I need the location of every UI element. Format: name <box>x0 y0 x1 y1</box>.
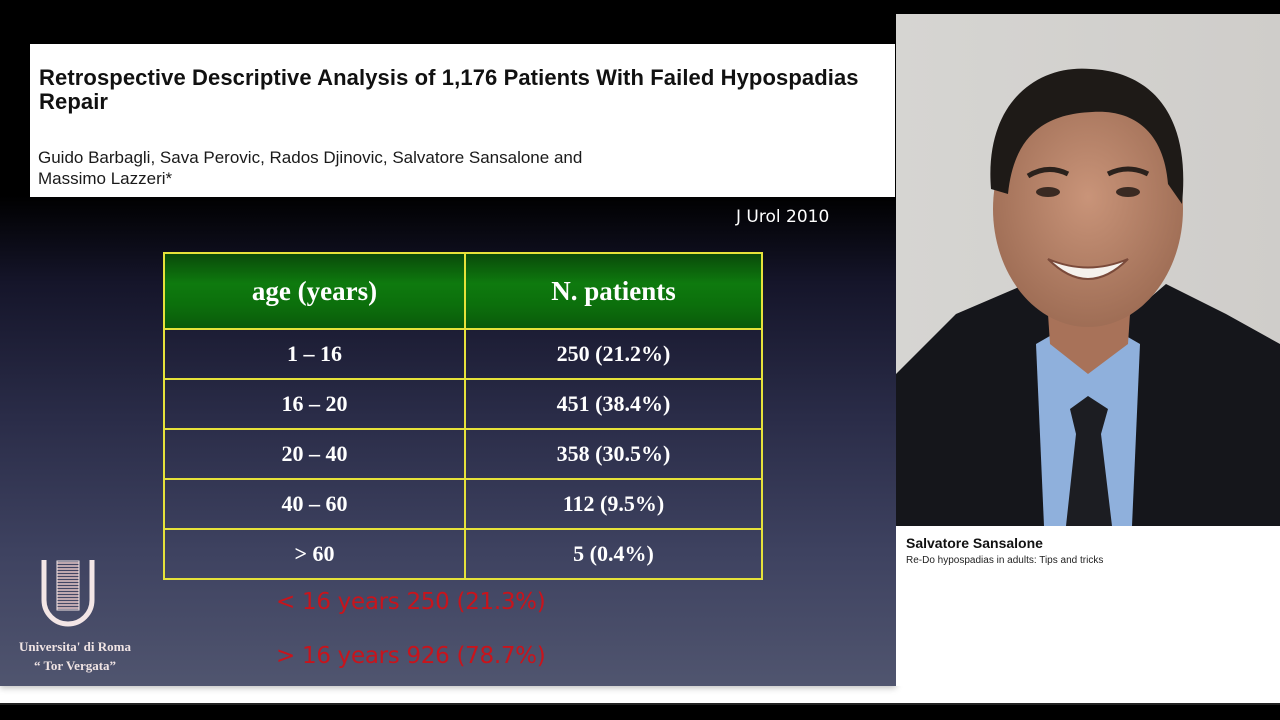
column-header-age: age (years) <box>163 252 466 330</box>
university-name-line-2: “ Tor Vergata” <box>33 658 117 673</box>
age-cell: 16 – 20 <box>163 378 466 430</box>
table-row: 1 – 16 250 (21.2%) <box>163 328 763 380</box>
table-row: 40 – 60 112 (9.5%) <box>163 478 763 530</box>
table-row: > 60 5 (0.4%) <box>163 528 763 580</box>
university-logo: Universita' di Roma “ Tor Vergata” <box>14 558 136 678</box>
paper-title: Retrospective Descriptive Analysis of 1,… <box>39 65 859 114</box>
age-cell: 40 – 60 <box>163 478 466 530</box>
university-name: Universita' di Roma “ Tor Vergata” <box>14 637 136 675</box>
authors-line-2: Massimo Lazzeri* <box>38 169 173 188</box>
presentation-slide: Retrospective Descriptive Analysis of 1,… <box>0 14 896 686</box>
patients-cell: 451 (38.4%) <box>464 378 763 430</box>
summary-note-under-16: < 16 years 250 (21.3%) <box>276 589 546 615</box>
patients-cell: 250 (21.2%) <box>464 328 763 380</box>
patients-cell: 358 (30.5%) <box>464 428 763 480</box>
age-cell: > 60 <box>163 528 466 580</box>
summary-note-over-16: > 16 years 926 (78.7%) <box>276 643 546 669</box>
column-header-patients: N. patients <box>464 252 763 330</box>
age-cell: 20 – 40 <box>163 428 466 480</box>
patients-cell: 112 (9.5%) <box>464 478 763 530</box>
table-row: 20 – 40 358 (30.5%) <box>163 428 763 480</box>
bottom-letterbox-bar <box>0 703 1280 720</box>
university-name-line-1: Universita' di Roma <box>19 639 131 654</box>
top-letterbox-bar <box>0 0 1280 14</box>
paper-authors: Guido Barbagli, Sava Perovic, Rados Djin… <box>38 147 888 189</box>
patients-cell: 5 (0.4%) <box>464 528 763 580</box>
age-cell: 1 – 16 <box>163 328 466 380</box>
speaker-photo <box>896 14 1280 526</box>
journal-reference: J Urol 2010 <box>736 207 830 227</box>
table-header-row: age (years) N. patients <box>163 252 763 330</box>
talk-title: Re-Do hypospadias in adults: Tips and tr… <box>906 555 1104 566</box>
paper-citation-header: Retrospective Descriptive Analysis of 1,… <box>30 44 895 197</box>
tor-vergata-u-icon <box>41 560 95 627</box>
age-distribution-table: age (years) N. patients 1 – 16 250 (21.2… <box>163 252 763 580</box>
speaker-name: Salvatore Sansalone <box>906 535 1043 551</box>
speaker-portrait-image <box>896 14 1280 526</box>
authors-line-1: Guido Barbagli, Sava Perovic, Rados Djin… <box>38 148 583 167</box>
table-row: 16 – 20 451 (38.4%) <box>163 378 763 430</box>
speaker-caption: Salvatore Sansalone Re-Do hypospadias in… <box>896 526 1280 686</box>
